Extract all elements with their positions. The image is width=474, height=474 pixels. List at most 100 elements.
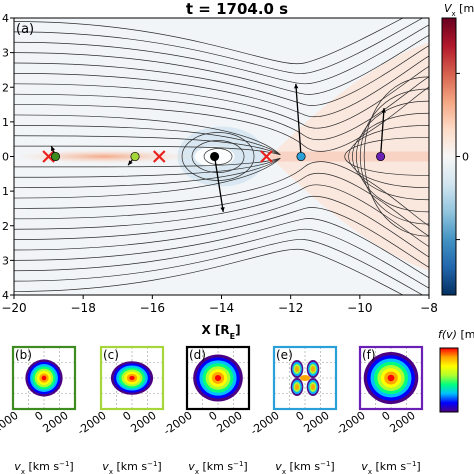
vdf-x-label-part: v (275, 460, 282, 473)
flux-rope-line (203, 148, 233, 165)
vdf-x-tick-label: 2000 (0, 409, 21, 436)
field-line (14, 66, 429, 129)
vdf-contour (387, 374, 395, 382)
x-tick-label: −16 (140, 301, 165, 315)
main-x-axis: −20 −18 −16 −14 −12 −10 −8 (1, 295, 438, 315)
vdf-x-label: vx [km s−1] (188, 460, 247, 474)
vdf-x-label-part: v (102, 460, 109, 473)
field-line (14, 124, 281, 156)
field-line (14, 157, 281, 199)
field-line (14, 161, 429, 227)
field-line (14, 18, 404, 65)
y-tick-label: 4 (2, 12, 9, 25)
field-line (14, 207, 429, 268)
vdf-x-label-part: x (282, 468, 286, 474)
vdf-x-tick-label: 0 (294, 409, 307, 424)
flux-rope-line (191, 140, 245, 173)
field-line (14, 157, 281, 168)
velocity-arrow-head (128, 160, 133, 166)
fv-colorbar-label-f: f(v) (438, 328, 457, 341)
vdf-contour (310, 384, 316, 390)
vdf-panel-label: (c) (103, 348, 119, 362)
main-x-label-close: ] (235, 323, 240, 337)
vdf-x-label-part: [km s (286, 460, 320, 473)
y-tick-label: 3 (2, 47, 9, 60)
vdf-contour (294, 366, 300, 372)
velocity-arrow-head (381, 108, 386, 113)
fv-colorbar-label: f(v) [m (438, 328, 474, 341)
main-panel: (a) −20 −18 −16 −14 −12 −10 −8 4 3 2 1 0 1 2 3 4 X [RE… (1, 12, 438, 341)
vdf-x-tick-label: 2000 (40, 409, 70, 436)
vdf-x-label-part: −1 (406, 460, 416, 468)
vdf-contour (214, 375, 222, 381)
x-tick-label: −12 (278, 301, 303, 315)
field-line (14, 248, 404, 295)
fv-colorbar-label-rest: [m (457, 328, 474, 341)
field-line (14, 24, 429, 85)
vdf-x-label-part: [km s (372, 460, 406, 473)
vdf-x-tick-label: -2000 (334, 409, 368, 438)
vdf-x-label: vx [km s−1] (275, 460, 334, 474)
vx-colorbar-label-sub: x (452, 10, 456, 18)
vdf-x-label-part: [km s (25, 460, 59, 473)
spacecraft-marker-3 (210, 151, 220, 162)
vx-colorbar-label: Vx [m (444, 2, 474, 18)
x-point-marker (42, 150, 55, 163)
vdf-x-label-part: [km s (199, 460, 233, 473)
field-line (356, 100, 429, 213)
y-tick-label: 0 (2, 151, 9, 164)
vdf-frame (185, 345, 251, 411)
vdf-panel-label: (b) (15, 348, 32, 362)
vdf-x-label: vx [km s−1] (102, 460, 161, 474)
main-y-axis: 4 3 2 1 0 1 2 3 4 (2, 12, 14, 302)
vdf-x-tick-label: 0 (207, 409, 220, 424)
y-tick-label: 4 (2, 289, 9, 302)
vdf-x-label-part: ] (157, 460, 161, 473)
current-sheet-beam (14, 149, 194, 164)
fv-colorbar: f(v) [m (438, 328, 474, 413)
vx-colorbar-label-rest: [m (456, 2, 474, 15)
x-tick-label: −10 (347, 301, 372, 315)
x-point-marker (152, 150, 166, 163)
vdf-x-tick-label: -2000 (161, 409, 195, 438)
spacecraft-marker-1 (50, 151, 61, 162)
spacecraft-marker-2 (130, 151, 140, 162)
vx-colorbar-label-v: V (444, 2, 453, 15)
vdf-contour (294, 384, 300, 390)
main-x-label-text: X [R (201, 323, 229, 337)
vx-colorbar-bar (441, 17, 457, 296)
vdf-x-label: vx [km s−1] (14, 460, 73, 474)
vdf-x-label-part: ] (243, 460, 247, 473)
field-line (14, 34, 429, 95)
vdf-frame (272, 345, 338, 411)
field-lines (14, 18, 429, 295)
spacecraft-marker-5 (376, 151, 386, 162)
vdf-contour (129, 375, 135, 381)
vdf-x-tick-label: 2000 (301, 409, 331, 436)
velocity-arrow-head (293, 83, 299, 89)
vdf-x-label: vx [km s−1] (361, 460, 420, 474)
y-tick-label: 1 (2, 185, 9, 198)
vdf-x-label-part: −1 (233, 460, 243, 468)
vdf-x-tick-label: 0 (121, 409, 134, 424)
field-line (14, 157, 281, 189)
vx-tick-label: 0 (462, 151, 469, 164)
field-line (14, 157, 281, 178)
main-x-label-sub: E (230, 332, 235, 341)
markers (42, 83, 386, 213)
y-tick-label: 2 (2, 220, 9, 233)
vdf-x-tick-label: 2000 (128, 409, 158, 436)
vdf-x-label-part: ] (69, 460, 73, 473)
vdf-x-label-part: x (21, 468, 25, 474)
vdf-contour (41, 375, 47, 381)
vdf-contour (310, 366, 316, 372)
field-line (14, 173, 429, 237)
vdf-x-label-part: ] (416, 460, 420, 473)
current-sheet-beam-right (269, 151, 429, 162)
field-line (14, 45, 429, 106)
x-tick-label: −18 (71, 301, 96, 315)
vdf-panel-label: (d) (189, 348, 206, 362)
fv-colorbar-bar (439, 347, 459, 413)
